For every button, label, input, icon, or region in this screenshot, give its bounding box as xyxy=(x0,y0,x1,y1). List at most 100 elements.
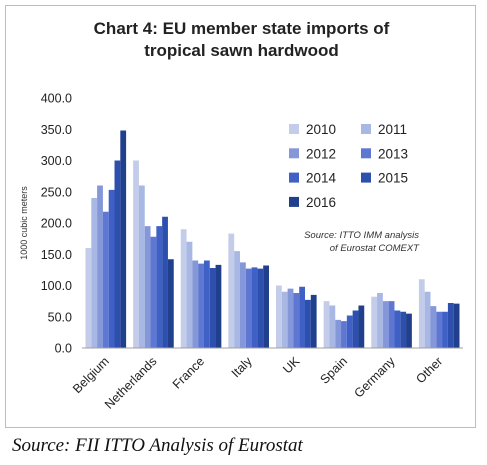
bar-spain-2010 xyxy=(323,301,330,349)
bar-italy-2015 xyxy=(257,268,264,349)
chart-title-line-1: Chart 4: EU member state imports of xyxy=(93,19,390,38)
bar-other-2010 xyxy=(418,279,425,348)
bar-uk-2015 xyxy=(305,299,311,349)
legend-swatch-2013 xyxy=(361,148,371,159)
bar-germany-2014 xyxy=(394,310,401,348)
bar-italy-2013 xyxy=(245,268,252,349)
bar-france-2016 xyxy=(215,264,222,349)
bar-italy-2010 xyxy=(228,233,235,349)
bar-netherlands-2013 xyxy=(150,236,157,348)
bar-germany-2011 xyxy=(377,293,383,348)
bar-italy-2012 xyxy=(239,262,246,349)
legend-swatch-2015 xyxy=(361,172,371,183)
bar-belgium-2015 xyxy=(114,160,121,348)
bar-italy-2016 xyxy=(263,265,269,348)
bar-uk-2010 xyxy=(276,285,282,348)
bar-germany-2015 xyxy=(400,311,407,348)
bar-italy-2014 xyxy=(251,267,258,349)
y-tick-label: 200.0 xyxy=(41,217,72,231)
bar-belgium-2010 xyxy=(85,248,92,348)
bar-netherlands-2016 xyxy=(167,259,174,348)
legend-swatch-2016 xyxy=(289,196,299,207)
x-tick-label-germany: Germany xyxy=(351,354,398,401)
bar-netherlands-2012 xyxy=(144,226,151,349)
legend-label-2014: 2014 xyxy=(306,171,337,186)
bar-germany-2016 xyxy=(406,313,412,349)
x-tick-label-france: France xyxy=(170,354,207,391)
y-tick-label: 0.0 xyxy=(55,342,72,356)
bar-france-2014 xyxy=(203,260,210,348)
y-tick-label: 50.0 xyxy=(48,310,72,324)
bar-spain-2012 xyxy=(335,319,342,349)
bar-other-2014 xyxy=(442,311,448,348)
bar-france-2015 xyxy=(209,268,216,348)
y-axis-ticks: 0.0 50.0 100.0 150.0 200.0 250.0 300.0 350.0 400… xyxy=(41,92,72,356)
y-tick-label: 300.0 xyxy=(41,154,72,168)
y-tick-label: 350.0 xyxy=(41,123,72,137)
bar-netherlands-2015 xyxy=(162,216,168,348)
annotation-line-1: Source: ITTO IMM analysis xyxy=(304,230,419,241)
y-tick-label: 250.0 xyxy=(41,185,72,199)
legend-swatch-2012 xyxy=(289,148,299,159)
bars xyxy=(85,130,460,349)
bar-france-2012 xyxy=(192,260,199,348)
y-tick-label: 100.0 xyxy=(41,279,72,293)
y-tick-label: 150.0 xyxy=(41,248,72,262)
bar-uk-2012 xyxy=(287,288,294,349)
bar-other-2011 xyxy=(424,291,431,348)
bar-spain-2014 xyxy=(346,315,353,348)
bar-france-2010 xyxy=(180,229,187,348)
bar-spain-2016 xyxy=(358,305,365,348)
bar-other-2012 xyxy=(430,306,437,349)
bar-spain-2013 xyxy=(341,321,347,349)
chart-frame: Chart 4: EU member state imports of trop… xyxy=(5,5,476,428)
bar-chart: 1000 cubic meters 0.0 50.0 100.0 150.0 200.0… xyxy=(19,92,463,412)
bar-italy-2011 xyxy=(234,251,240,349)
legend-label-2012: 2012 xyxy=(306,146,336,161)
bar-other-2013 xyxy=(436,311,443,348)
bar-uk-2014 xyxy=(299,286,306,348)
bar-germany-2012 xyxy=(382,301,389,349)
legend-label-2016: 2016 xyxy=(306,195,336,210)
bar-belgium-2012 xyxy=(97,185,103,348)
legend-label-2015: 2015 xyxy=(378,171,408,186)
annotation-line-2: of Eurostat COMEXT xyxy=(330,243,420,254)
x-tick-label-uk: UK xyxy=(280,354,303,377)
bar-france-2011 xyxy=(186,241,193,348)
source-caption: Source: FII ITTO Analysis of Eurostat xyxy=(12,435,303,456)
x-tick-label-spain: Spain xyxy=(318,354,351,387)
bar-netherlands-2011 xyxy=(138,185,145,348)
chart-title: Chart 4: EU member state imports of trop… xyxy=(6,18,477,62)
bar-netherlands-2010 xyxy=(133,160,139,348)
bar-uk-2011 xyxy=(281,291,288,348)
legend-label-2010: 2010 xyxy=(306,122,336,137)
bar-belgium-2013 xyxy=(102,211,109,348)
bar-uk-2016 xyxy=(310,294,317,349)
bar-other-2015 xyxy=(447,303,454,348)
bar-germany-2013 xyxy=(388,301,395,349)
y-axis-title: 1000 cubic meters xyxy=(19,186,29,260)
x-tick-label-other: Other xyxy=(413,354,445,386)
legend-label-2011: 2011 xyxy=(378,122,407,137)
bar-belgium-2014 xyxy=(108,189,115,349)
legend-swatch-2010 xyxy=(289,124,299,134)
bar-spain-2011 xyxy=(329,305,336,348)
bar-belgium-2011 xyxy=(91,198,98,348)
y-axis-title-group: 1000 cubic meters xyxy=(19,186,29,260)
bar-france-2013 xyxy=(198,263,204,349)
y-tick-label: 400.0 xyxy=(41,92,72,106)
bar-other-2016 xyxy=(453,303,460,349)
bar-belgium-2016 xyxy=(120,130,127,348)
legend-label-2013: 2013 xyxy=(378,146,408,161)
x-tick-label-belgium: Belgium xyxy=(70,354,112,396)
chart-title-line-2: tropical sawn hardwood xyxy=(144,41,339,60)
x-tick-label-italy: Italy xyxy=(229,354,256,381)
legend-swatch-2011 xyxy=(361,124,371,134)
bar-spain-2015 xyxy=(352,310,359,348)
bar-uk-2013 xyxy=(293,293,300,348)
legend: 2010 2011 2012 2013 2014 2015 2016 xyxy=(289,122,408,210)
bar-germany-2010 xyxy=(371,296,378,348)
legend-swatch-2014 xyxy=(289,172,299,183)
bar-netherlands-2014 xyxy=(156,226,163,349)
